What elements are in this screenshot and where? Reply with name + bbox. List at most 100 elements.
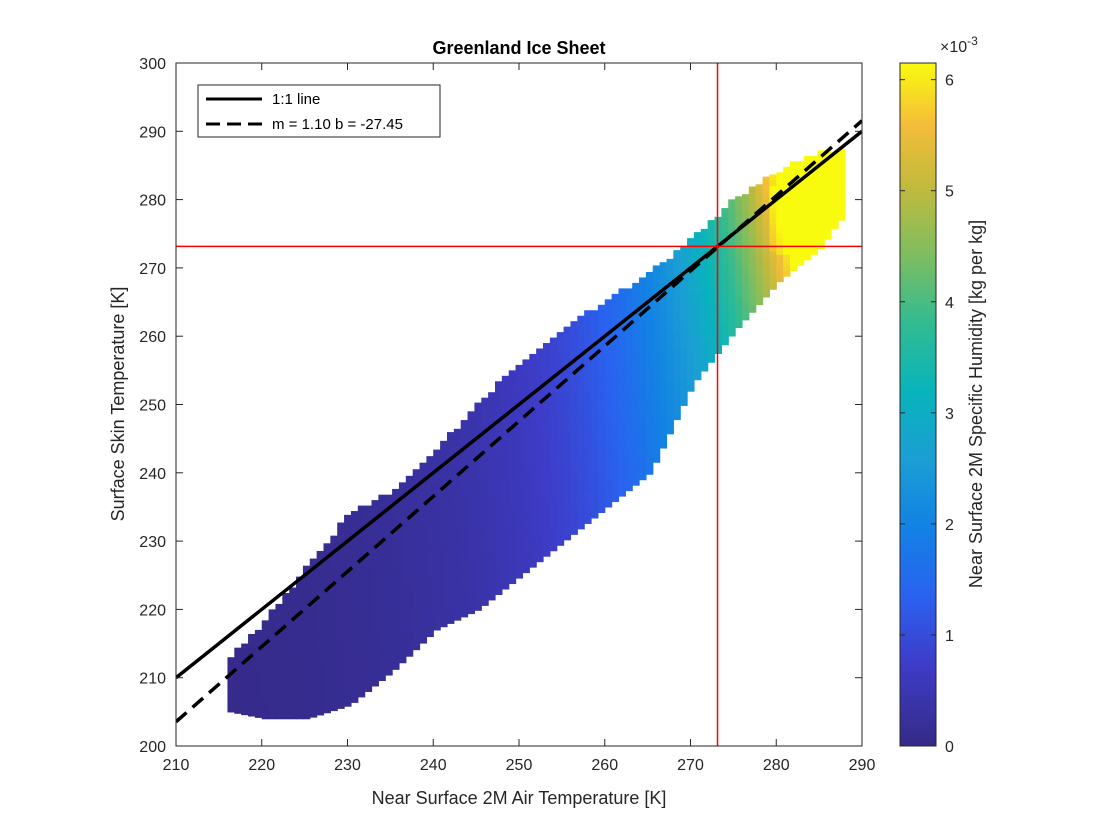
heatmap-cell (652, 347, 661, 354)
heatmap-cell (412, 611, 421, 618)
heatmap-cell (693, 292, 702, 299)
heatmap-cell (611, 414, 620, 421)
heatmap-cell (652, 380, 661, 387)
heatmap-cell (337, 648, 345, 655)
heatmap-cell (529, 523, 537, 530)
heatmap-cell (467, 575, 476, 582)
heatmap-cell (543, 419, 551, 426)
heatmap-cell (673, 261, 681, 268)
heatmap-cell (597, 468, 606, 475)
heatmap-cell (316, 643, 325, 650)
heatmap-cell (296, 593, 304, 600)
heatmap-cell (721, 240, 729, 247)
heatmap-cell (755, 222, 764, 229)
heatmap-cell (611, 408, 620, 415)
heatmap-cell (563, 386, 572, 393)
heatmap-cell (508, 474, 517, 481)
heatmap-cell (446, 552, 455, 559)
heatmap-cell (337, 527, 345, 535)
heatmap-cell (412, 638, 421, 645)
heatmap-cell (625, 479, 633, 486)
heatmap-cell (591, 397, 599, 404)
heatmap-cell (316, 600, 325, 607)
heatmap-cell (639, 288, 647, 295)
heatmap-cell (543, 386, 551, 393)
heatmap-cell (762, 193, 770, 200)
heatmap-cell (645, 375, 654, 382)
heatmap-cell (543, 463, 551, 470)
heatmap-cell (639, 353, 647, 361)
heatmap-cell (556, 332, 565, 339)
heatmap-cell (625, 299, 633, 306)
heatmap-cell (364, 532, 373, 539)
heatmap-cell (426, 620, 434, 627)
heatmap-cell (693, 264, 702, 271)
heatmap-cell (515, 506, 524, 514)
heatmap-cell (632, 359, 640, 366)
heatmap-cell (687, 374, 695, 381)
heatmap-cell (831, 179, 839, 186)
heatmap-cell (508, 457, 517, 464)
heatmap-cell (529, 381, 537, 388)
heatmap-cell (446, 617, 455, 624)
heatmap-cell (398, 482, 407, 489)
heatmap-cell (563, 430, 572, 437)
x-tick-label: 210 (163, 757, 190, 774)
heatmap-cell (673, 337, 681, 344)
heatmap-cell (639, 430, 647, 437)
heatmap-cell (289, 642, 297, 649)
heatmap-cell (248, 677, 256, 684)
heatmap-cell (392, 587, 400, 594)
heatmap-cell (810, 183, 819, 190)
heatmap-cell (488, 534, 496, 541)
heatmap-cell (824, 217, 832, 224)
heatmap-cell (385, 560, 393, 567)
heatmap-cell (344, 656, 352, 663)
heatmap-cell (344, 591, 352, 598)
heatmap-cell (556, 359, 565, 366)
heatmap-cell (405, 645, 414, 652)
y-tick-label: 220 (139, 602, 166, 619)
heatmap-cell (625, 468, 633, 475)
heatmap-cell (330, 628, 338, 635)
heatmap-cell (515, 545, 524, 552)
heatmap-cell (529, 485, 537, 492)
heatmap-cell (501, 512, 510, 519)
heatmap-cell (261, 696, 270, 703)
heatmap-cell (453, 587, 462, 594)
heatmap-cell (357, 642, 366, 649)
heatmap-cell (385, 500, 393, 507)
heatmap-cell (392, 647, 400, 654)
heatmap-cell (741, 226, 750, 233)
heatmap-cell (632, 293, 640, 300)
heatmap-cell (364, 593, 373, 600)
heatmap-cell (673, 386, 681, 393)
heatmap-cell (639, 321, 647, 328)
heatmap-cell (323, 685, 331, 692)
heatmap-cell (597, 332, 606, 339)
heatmap-cell (378, 554, 386, 561)
heatmap-cell (625, 408, 633, 415)
heatmap-cell (632, 304, 640, 311)
heatmap-cell (687, 238, 695, 245)
heatmap-cell (419, 490, 427, 497)
heatmap-cell (330, 541, 338, 548)
heatmap-cell (508, 506, 517, 514)
heatmap-cell (673, 414, 681, 421)
heatmap-cell (234, 658, 242, 665)
heatmap-cell (419, 484, 427, 491)
heatmap-cell (350, 669, 359, 676)
heatmap-cell (405, 508, 414, 515)
heatmap-cell (261, 680, 270, 687)
heatmap-cell (289, 669, 297, 676)
heatmap-cell (440, 550, 448, 557)
heatmap-cell (584, 452, 592, 459)
heatmap-cell (460, 589, 469, 596)
heatmap-cell (570, 386, 578, 393)
heatmap-cell (234, 691, 242, 698)
heatmap-cell (728, 319, 736, 326)
heatmap-cell (700, 354, 709, 361)
heatmap-cell (755, 195, 764, 202)
heatmap-cell (591, 375, 599, 382)
heatmap-cell (604, 353, 613, 361)
